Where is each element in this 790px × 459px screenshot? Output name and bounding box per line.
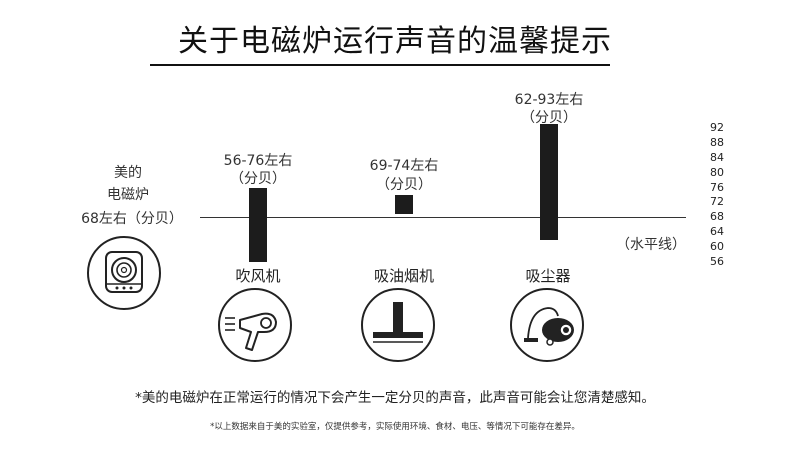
induction-label-brand: 美的 <box>114 165 142 181</box>
y-tick-label: 84 <box>710 150 724 164</box>
bar-0 <box>249 187 267 262</box>
induction-label-name: 电磁炉 <box>107 187 149 203</box>
y-tick-label: 60 <box>710 240 724 254</box>
y-tick-label: 76 <box>710 180 724 194</box>
bar-1 <box>395 195 413 214</box>
footnote-small: *以上数据来自于美的实验室，仅提供参考，实际使用环境、食材、电压、等情况下可能存… <box>210 422 580 432</box>
device-range-label-2: 62-93左右 <box>514 92 584 108</box>
device-name-1: 吸油烟机 <box>373 267 434 285</box>
y-tick-label: 92 <box>710 121 724 134</box>
title-underline <box>150 64 610 66</box>
device-unit-label-1: （分贝） <box>376 177 432 193</box>
y-tick-label: 72 <box>710 195 724 209</box>
y-tick-label: 68 <box>710 210 724 224</box>
device-range-label-1: 69-74左右 <box>369 158 439 174</box>
bar-2 <box>540 124 558 240</box>
reference-line <box>200 217 686 218</box>
induction-label-db: 68左右（分贝） <box>81 211 183 227</box>
y-tick-label: 80 <box>710 165 724 179</box>
reference-line-label: （水平线） <box>616 237 686 253</box>
hair-dryer-icon <box>218 288 292 362</box>
y-tick-label: 56 <box>710 255 724 268</box>
y-tick-label: 88 <box>710 135 724 149</box>
vacuum-cleaner-icon <box>510 288 584 362</box>
device-name-0: 吹风机 <box>235 267 281 285</box>
footnote-main: *美的电磁炉在正常运行的情况下会产生一定分贝的声音，此声音可能会让您清楚感知。 <box>135 390 655 406</box>
device-unit-label-2: （分贝） <box>521 110 577 126</box>
range-hood-icon <box>361 288 435 362</box>
y-tick-label: 64 <box>710 225 724 239</box>
device-unit-label-0: （分贝） <box>230 171 286 187</box>
induction-cooker-icon <box>87 236 161 310</box>
device-name-2: 吸尘器 <box>525 267 571 285</box>
device-range-label-0: 56-76左右 <box>223 153 293 169</box>
page-title: 关于电磁炉运行声音的温馨提示 <box>178 24 612 59</box>
